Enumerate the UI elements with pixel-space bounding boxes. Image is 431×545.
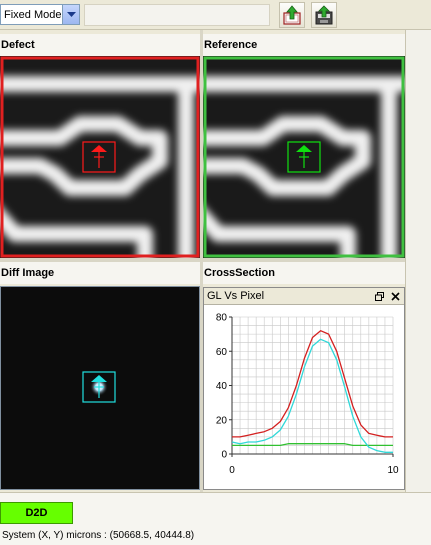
upload-button[interactable] [279, 2, 305, 28]
x-tick-label: 10 [387, 465, 399, 476]
y-tick-label: 20 [216, 415, 228, 426]
right-strip [405, 30, 431, 492]
save-button[interactable] [311, 2, 337, 28]
reference-marker [287, 141, 321, 173]
defect-marker [82, 141, 116, 173]
mode-select[interactable]: Fixed Mode [0, 4, 80, 25]
series-line-reference [232, 443, 393, 447]
status-coordinates: System (X, Y) microns : (50668.5, 40444.… [2, 530, 195, 541]
reference-panel-title: Reference [203, 34, 405, 56]
toolbar-field [84, 4, 270, 26]
mode-select-value: Fixed Mode [4, 8, 62, 21]
series-line-defect [232, 330, 393, 438]
gl-vs-pixel-window: GL Vs Pixel 0 20 40 60 80 0 10 [203, 287, 405, 490]
gl-vs-pixel-chart: 0 20 40 60 80 0 10 [216, 313, 399, 477]
series-line-diff [231, 338, 393, 453]
defect-image-view[interactable] [0, 56, 200, 258]
d2d-button[interactable]: D2D [0, 502, 73, 524]
gl-vs-pixel-titlebar: GL Vs Pixel [204, 288, 404, 305]
gl-vs-pixel-title: GL Vs Pixel [207, 290, 265, 302]
close-icon[interactable] [388, 289, 402, 303]
toolbar: Fixed Mode [0, 0, 431, 30]
upload-icon [283, 5, 301, 25]
cross-section-panel-title: CrossSection [203, 262, 405, 284]
x-tick-label: 0 [229, 465, 235, 476]
y-tick-label: 40 [216, 381, 228, 392]
reference-border [203, 56, 405, 258]
chevron-down-icon[interactable] [62, 5, 79, 24]
diff-panel-title: Diff Image [0, 262, 200, 284]
reference-image-view[interactable] [203, 56, 405, 258]
y-tick-label: 80 [216, 313, 228, 324]
restore-icon[interactable] [372, 289, 386, 303]
defect-border [0, 56, 200, 258]
diff-marker [82, 371, 116, 403]
save-icon [315, 5, 333, 25]
y-tick-label: 0 [221, 450, 227, 461]
horizontal-splitter[interactable] [0, 258, 405, 262]
defect-panel-title: Defect [0, 34, 200, 56]
diff-image-view[interactable] [0, 286, 200, 490]
y-tick-label: 60 [216, 347, 228, 358]
